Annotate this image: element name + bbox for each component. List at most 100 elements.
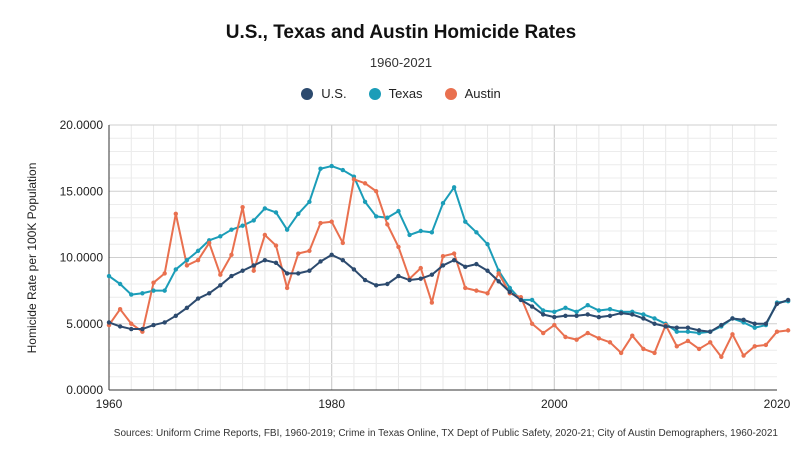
- data-point-us: [574, 313, 579, 318]
- data-point-us: [173, 313, 178, 318]
- data-point-austin: [741, 353, 746, 358]
- data-point-us: [329, 252, 334, 258]
- data-point-us: [440, 263, 446, 268]
- data-point-texas: [374, 214, 379, 219]
- data-point-us: [663, 324, 668, 329]
- data-point-austin: [552, 322, 557, 328]
- data-point-texas: [541, 308, 546, 313]
- data-point-austin: [563, 334, 568, 340]
- data-point-austin: [451, 251, 457, 256]
- data-point-austin: [207, 240, 212, 246]
- chart-legend: U.S. Texas Austin: [0, 86, 802, 101]
- data-point-austin: [184, 263, 190, 268]
- data-point-us: [518, 297, 524, 303]
- data-point-us: [195, 296, 201, 301]
- data-point-texas: [296, 211, 301, 216]
- data-point-austin: [329, 219, 334, 224]
- data-point-texas: [251, 218, 256, 223]
- data-point-texas: [451, 185, 457, 190]
- x-tick-label: 2000: [541, 397, 568, 411]
- grid-lines: [109, 124, 777, 390]
- data-point-texas: [752, 325, 757, 330]
- data-point-texas: [474, 230, 479, 235]
- data-point-us: [563, 313, 568, 318]
- data-point-austin: [440, 253, 446, 259]
- data-point-us: [340, 257, 345, 263]
- data-point-texas: [184, 257, 190, 263]
- data-point-austin: [273, 243, 279, 248]
- data-point-us: [407, 277, 412, 283]
- data-point-austin: [485, 291, 490, 296]
- data-point-us: [151, 322, 156, 328]
- data-point-austin: [785, 328, 791, 333]
- data-point-texas: [585, 303, 590, 308]
- data-point-austin: [307, 248, 312, 254]
- legend-item-texas[interactable]: Texas: [368, 86, 423, 101]
- data-point-texas: [340, 167, 345, 173]
- data-point-us: [451, 257, 457, 263]
- data-point-texas: [529, 297, 535, 303]
- data-point-us: [218, 283, 223, 288]
- data-point-austin: [696, 346, 702, 352]
- source-note: Sources: Uniform Crime Reports, FBI, 196…: [113, 428, 778, 439]
- data-point-texas: [129, 292, 134, 297]
- data-point-austin: [240, 204, 245, 210]
- data-point-us: [207, 291, 212, 296]
- data-point-texas: [563, 305, 568, 311]
- data-point-texas: [362, 199, 368, 205]
- series-points: [106, 163, 791, 360]
- data-point-austin: [418, 265, 423, 271]
- data-point-us: [652, 321, 657, 326]
- data-point-texas: [318, 166, 323, 171]
- data-point-us: [284, 271, 290, 276]
- data-point-austin: [630, 333, 635, 338]
- data-point-us: [596, 314, 602, 320]
- data-point-austin: [296, 251, 301, 256]
- data-point-austin: [652, 350, 657, 356]
- data-point-us: [463, 264, 468, 269]
- data-point-us: [630, 312, 635, 317]
- data-point-us: [129, 326, 134, 332]
- data-point-us: [396, 273, 401, 279]
- data-point-us: [184, 305, 190, 311]
- x-tick-label: 1960: [96, 397, 123, 411]
- data-point-texas: [507, 285, 512, 291]
- axes: 0.0000 5.0000 10.0000 15.0000 20.0000 1960 198…: [60, 118, 791, 411]
- legend-item-austin[interactable]: Austin: [444, 86, 501, 101]
- legend-label-austin: Austin: [464, 86, 501, 101]
- data-point-austin: [541, 330, 546, 336]
- data-point-austin: [719, 354, 724, 360]
- data-point-austin: [351, 177, 357, 182]
- data-point-us: [641, 316, 646, 321]
- data-point-texas: [463, 219, 468, 224]
- data-point-texas: [641, 312, 646, 317]
- data-point-austin: [596, 336, 602, 341]
- data-point-texas: [396, 208, 401, 214]
- data-point-us: [374, 283, 379, 288]
- data-point-us: [229, 273, 234, 279]
- data-point-austin: [429, 300, 435, 305]
- data-point-texas: [240, 223, 245, 228]
- data-point-austin: [674, 344, 679, 349]
- data-point-texas: [218, 234, 223, 239]
- data-point-austin: [362, 181, 368, 186]
- data-point-texas: [418, 228, 423, 234]
- data-point-austin: [763, 342, 769, 348]
- data-point-austin: [262, 232, 268, 238]
- data-point-us: [763, 321, 769, 326]
- data-point-texas: [607, 306, 613, 312]
- data-point-us: [296, 271, 301, 276]
- x-tick-label: 2020: [764, 397, 791, 411]
- legend-item-us[interactable]: U.S.: [301, 86, 347, 101]
- data-point-texas: [385, 215, 390, 220]
- data-point-texas: [596, 308, 602, 313]
- data-point-us: [552, 314, 557, 320]
- y-tick-label: 20.0000: [60, 118, 104, 132]
- legend-marker-texas: [368, 87, 381, 100]
- y-axis-title: Homicide Rate per 100K Population: [25, 163, 39, 354]
- data-point-us: [140, 326, 145, 332]
- data-point-us: [496, 279, 501, 284]
- y-tick-label: 5.0000: [66, 317, 103, 331]
- data-point-austin: [496, 271, 501, 276]
- data-point-us: [351, 267, 357, 272]
